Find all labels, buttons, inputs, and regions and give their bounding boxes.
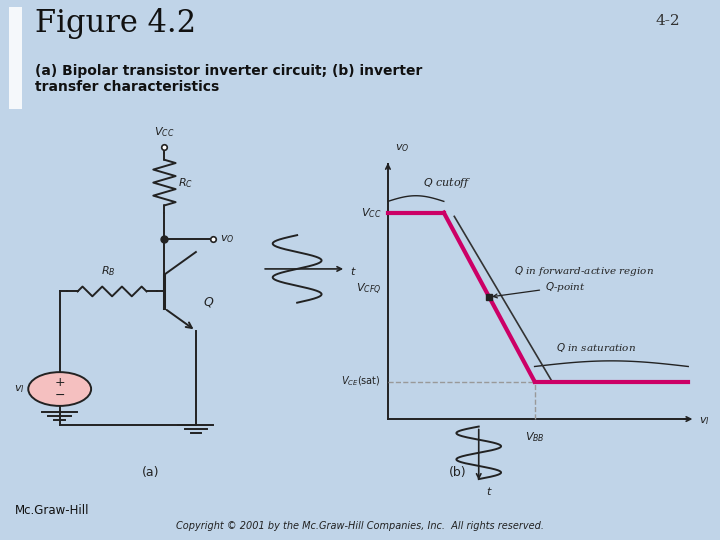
Text: Figure 4.2: Figure 4.2 <box>35 8 196 39</box>
Text: (a) Bipolar transistor inverter circuit; (b) inverter
transfer characteristics: (a) Bipolar transistor inverter circuit;… <box>35 64 422 94</box>
Text: $V_{CC}$: $V_{CC}$ <box>361 206 381 220</box>
Text: $Q$ in saturation: $Q$ in saturation <box>556 341 636 354</box>
Text: +: + <box>55 376 65 389</box>
Text: $V_{CFQ}$: $V_{CFQ}$ <box>356 282 381 297</box>
FancyBboxPatch shape <box>9 7 22 109</box>
Text: $v_O$: $v_O$ <box>395 143 409 154</box>
Text: $t$: $t$ <box>486 485 492 497</box>
Text: $V_{CC}$: $V_{CC}$ <box>154 126 175 139</box>
Text: $v_I$: $v_I$ <box>698 415 709 427</box>
Text: 4-2: 4-2 <box>656 14 680 28</box>
Text: $Q$ cutoff: $Q$ cutoff <box>423 176 472 190</box>
Text: $R_B$: $R_B$ <box>102 265 116 278</box>
Text: (b): (b) <box>449 466 467 479</box>
Text: $V_{CE}$$\rm{(sat)}$: $V_{CE}$$\rm{(sat)}$ <box>341 375 381 388</box>
Text: Copyright © 2001 by the Mc.Graw-Hill Companies, Inc.  All rights reserved.: Copyright © 2001 by the Mc.Graw-Hill Com… <box>176 521 544 531</box>
Text: $Q$-point: $Q$-point <box>493 280 586 298</box>
Text: $Q$ in forward-active region: $Q$ in forward-active region <box>513 264 654 278</box>
Text: $v_O$: $v_O$ <box>220 233 235 245</box>
Text: $Q$: $Q$ <box>203 295 215 309</box>
Text: $v_I$: $v_I$ <box>14 383 24 395</box>
Text: −: − <box>55 389 65 402</box>
Text: $t$: $t$ <box>349 265 356 277</box>
Circle shape <box>28 372 91 406</box>
Text: $V_{BB}$: $V_{BB}$ <box>525 430 544 444</box>
Text: (a): (a) <box>142 466 159 479</box>
Text: Mc.Graw-Hill: Mc.Graw-Hill <box>14 504 89 517</box>
Text: $R_C$: $R_C$ <box>179 176 194 190</box>
